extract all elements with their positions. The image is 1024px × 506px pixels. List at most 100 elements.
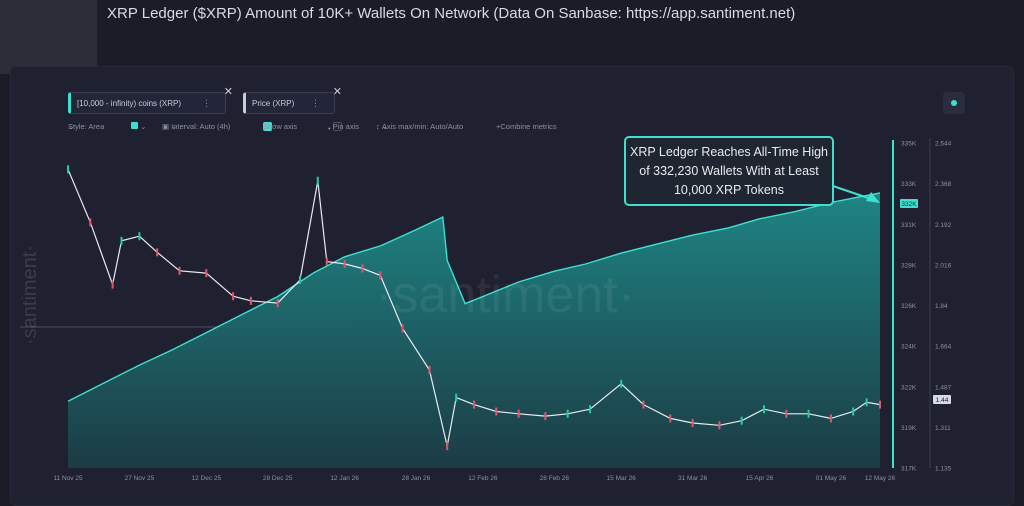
watermark-text: ·santiment·	[375, 266, 635, 324]
left-axis-tick-label: 335K	[901, 141, 917, 148]
price-candle	[763, 405, 765, 414]
combine-metrics-button[interactable]: + Combine metrics	[496, 122, 557, 131]
axis-maxmin-dropdown[interactable]: ↕ Axis max/min: Auto/Auto ⌄	[376, 122, 464, 131]
price-candle	[446, 442, 449, 451]
x-axis-tick-label: 15 Apr 26	[746, 475, 774, 482]
more-icon[interactable]: ⋮	[311, 98, 320, 108]
page-title: XRP Ledger ($XRP) Amount of 10K+ Wallets…	[107, 5, 796, 22]
price-candle	[455, 393, 458, 402]
x-axis-tick-label: 31 Mar 26	[678, 475, 708, 482]
pin-axis-label: Pin axis	[332, 122, 359, 131]
left-axis-tick-label: 328K	[901, 262, 917, 269]
price-candle	[829, 414, 832, 423]
wallets-line	[67, 192, 881, 402]
x-axis-tick-label: 12 May 26	[865, 475, 896, 482]
close-icon[interactable]: ✕	[332, 86, 342, 98]
price-candle	[807, 409, 810, 418]
price-candle	[138, 232, 141, 241]
price-line	[67, 169, 881, 447]
right-axis: 2.544 2.368 2.192 2.016 1.84 1.664 1.487 1.311 1…	[935, 141, 952, 473]
axis-maxmin-label: Axis max/min: Auto/Auto	[381, 122, 464, 131]
price-candle	[566, 409, 569, 418]
style-label: Style: Area	[68, 122, 105, 131]
pin-axis-toggle[interactable]: • Pin axis	[328, 122, 359, 133]
color-picker[interactable]: ⌄	[131, 122, 146, 131]
close-icon[interactable]: ✕	[223, 86, 233, 98]
left-axis-tick-label: 322K	[901, 384, 917, 391]
price-candle	[691, 419, 694, 427]
price-candle	[642, 400, 645, 409]
left-axis-tick-label: 317K	[901, 466, 917, 473]
side-watermark-text: ·santiment·	[19, 245, 41, 345]
price-candle	[249, 296, 252, 305]
left-axis-tick-label: 324K	[901, 344, 917, 351]
metric-chip-price[interactable]: Price (XRP) ⋮ ✕	[243, 86, 342, 114]
right-axis-tick-label: 1.487	[935, 384, 952, 391]
color-swatch-icon	[131, 122, 138, 129]
price-candle	[67, 165, 69, 174]
price-candle	[232, 292, 235, 301]
price-candle	[669, 414, 672, 423]
x-axis-tick-label: 28 Dec 25	[263, 475, 293, 482]
price-candle	[111, 280, 114, 289]
logo-placeholder	[0, 0, 97, 74]
right-axis-tick-label: 1.311	[935, 425, 951, 432]
price-candle	[473, 400, 475, 409]
left-axis-tick-label: 331K	[901, 222, 917, 229]
price-candle	[517, 409, 520, 418]
x-axis-tick-label: 12 Dec 25	[191, 475, 221, 482]
x-axis-tick-label: 28 Feb 26	[540, 475, 570, 482]
price-candle	[361, 264, 364, 273]
metric-chip-label: [10,000 - infinity) coins (XRP)	[77, 98, 182, 108]
settings-button[interactable]	[943, 92, 965, 114]
current-wallets-badge	[900, 199, 918, 208]
price-candle	[785, 409, 788, 418]
right-axis-tick-label: 1.84	[935, 303, 948, 310]
more-icon[interactable]: ⋮	[202, 98, 211, 108]
price-line-layer	[67, 165, 881, 451]
price-candle	[544, 412, 547, 421]
price-candle	[343, 259, 346, 268]
show-axis-label: Show axis	[263, 122, 298, 131]
interval-label: Interval: Auto (4h)	[171, 122, 231, 131]
arrow-icon	[866, 192, 880, 203]
top-bar	[0, 0, 1024, 66]
x-axis-tick-label: 28 Jan 26	[402, 475, 431, 482]
price-candle	[865, 398, 868, 407]
price-candle	[325, 257, 328, 266]
combine-label: Combine metrics	[500, 122, 557, 131]
price-candle	[718, 421, 721, 430]
x-axis-tick-label: 12 Jan 26	[330, 475, 359, 482]
style-dropdown[interactable]: Style: Area ⌄	[68, 122, 105, 131]
price-candle	[276, 299, 279, 308]
checkbox-checked-icon	[263, 122, 272, 131]
left-axis-tick-label: 319K	[901, 425, 917, 432]
x-axis-tick-label: 12 Feb 26	[468, 475, 498, 482]
metric-chip-wallets[interactable]: [10,000 - infinity) coins (XRP) ⋮ ✕	[68, 86, 233, 114]
price-candle	[89, 218, 92, 227]
x-axis-tick-label: 15 Mar 26	[607, 475, 637, 482]
price-candle	[879, 400, 881, 409]
right-axis-tick-label: 2.016	[935, 262, 952, 269]
right-axis-tick-label: 2.368	[935, 181, 952, 188]
show-axis-toggle[interactable]: Show axis	[263, 122, 297, 133]
x-axis-tick-label: 27 Nov 25	[125, 475, 155, 482]
settings-icon	[951, 100, 957, 106]
x-axis-tick-label: 01 May 26	[816, 475, 847, 482]
left-axis: 335K 333K 331K 328K 326K 324K 322K 319K 317K	[901, 141, 917, 473]
price-candle	[428, 366, 431, 374]
price-candle	[852, 407, 855, 416]
price-candle	[620, 379, 623, 388]
right-axis-tick-label: 2.192	[935, 222, 952, 229]
annotation-callout: XRP Ledger Reaches All-Time High of 332,…	[624, 136, 834, 206]
price-candle	[740, 416, 743, 425]
current-wallets-text: 332K	[901, 201, 917, 208]
wallets-area-layer	[67, 192, 881, 468]
price-candle	[120, 236, 123, 245]
wallets-area	[68, 193, 880, 468]
right-axis-tick-label: 2.544	[935, 141, 952, 148]
interval-dropdown[interactable]: ▣ Interval: Auto (4h) ⌄	[162, 122, 231, 131]
callout-arrow-line	[832, 185, 875, 201]
price-candle	[495, 407, 498, 416]
